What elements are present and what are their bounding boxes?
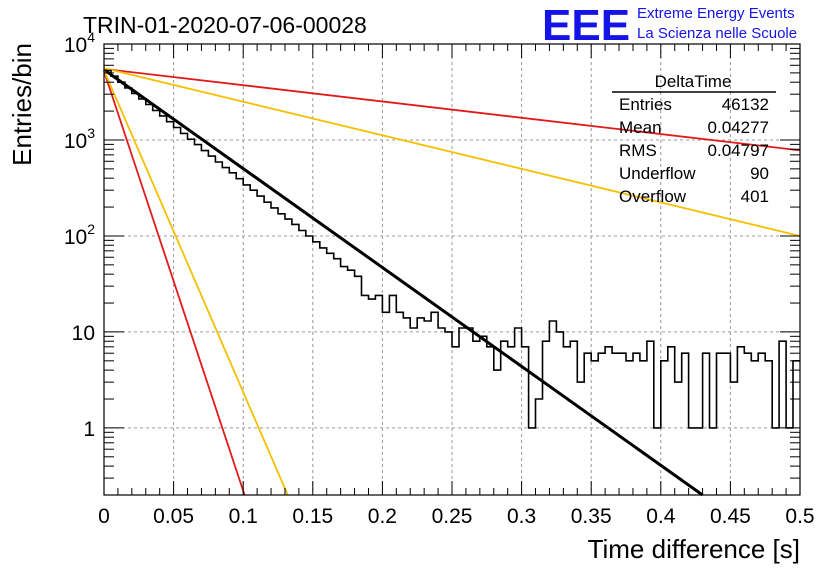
histogram [104, 69, 800, 429]
stats-value: 46132 [722, 95, 769, 114]
logo-line-1: Extreme Energy Events [637, 5, 795, 22]
fit-line-2 [103, 68, 801, 152]
axis-ticks [103, 43, 801, 496]
x-tick-label: 0.4 [646, 505, 676, 528]
x-tick-label: 0.2 [368, 505, 397, 528]
stats-label: Overflow [619, 187, 687, 206]
stats-value: 90 [750, 164, 769, 183]
x-tick-label: 0.25 [432, 505, 473, 528]
x-tick-label: 0 [98, 505, 110, 528]
x-tick-label: 0.3 [507, 505, 536, 528]
fit-line-1 [103, 68, 704, 497]
x-tick-label: 0.15 [292, 505, 333, 528]
stats-title: DeltaTime [655, 72, 732, 91]
stats-value: 0.04277 [708, 118, 769, 137]
stats-box: DeltaTime Entries 46132 Mean 0.04277 RMS 0.04… [612, 72, 776, 206]
stats-label: RMS [619, 141, 657, 160]
fit-line-3 [103, 70, 246, 496]
fit-line-5 [103, 70, 289, 496]
stats-label: Entries [619, 95, 672, 114]
stats-value: 401 [741, 187, 769, 206]
x-tick-labels: 0 0.05 0.1 0.15 0.2 0.25 0.3 0.35 0.4 0.45 0.5 [98, 505, 814, 528]
chart-title: TRIN-01-2020-07-06-00028 [83, 12, 367, 38]
fit-curves [103, 67, 801, 497]
x-tick-label: 0.45 [710, 505, 751, 528]
x-tick-label: 0.35 [571, 505, 612, 528]
stats-value: 0.04797 [708, 141, 769, 160]
x-tick-label: 0.05 [153, 505, 194, 528]
logo-mark: EEE [542, 1, 630, 50]
logo-line-2: La Scienza nelle Scuole [637, 25, 797, 42]
histogram-steps [104, 69, 800, 429]
x-axis-title: Time difference [s] [588, 534, 800, 564]
stats-label: Underflow [619, 164, 696, 183]
stats-rows: Entries 46132 Mean 0.04277 RMS 0.04797 Underfl… [619, 95, 769, 206]
x-tick-label: 0.5 [785, 505, 814, 528]
fit-line-4 [103, 67, 801, 237]
x-tick-label: 0.1 [229, 505, 258, 528]
y-tick-label: 10 [72, 322, 95, 345]
y-axis-title: Entries/bin [7, 43, 37, 166]
eee-logo: EEE Extreme Energy Events La Scienza nel… [542, 1, 797, 50]
stats-label: Mean [619, 118, 662, 137]
y-tick-label: 1 [83, 418, 95, 441]
